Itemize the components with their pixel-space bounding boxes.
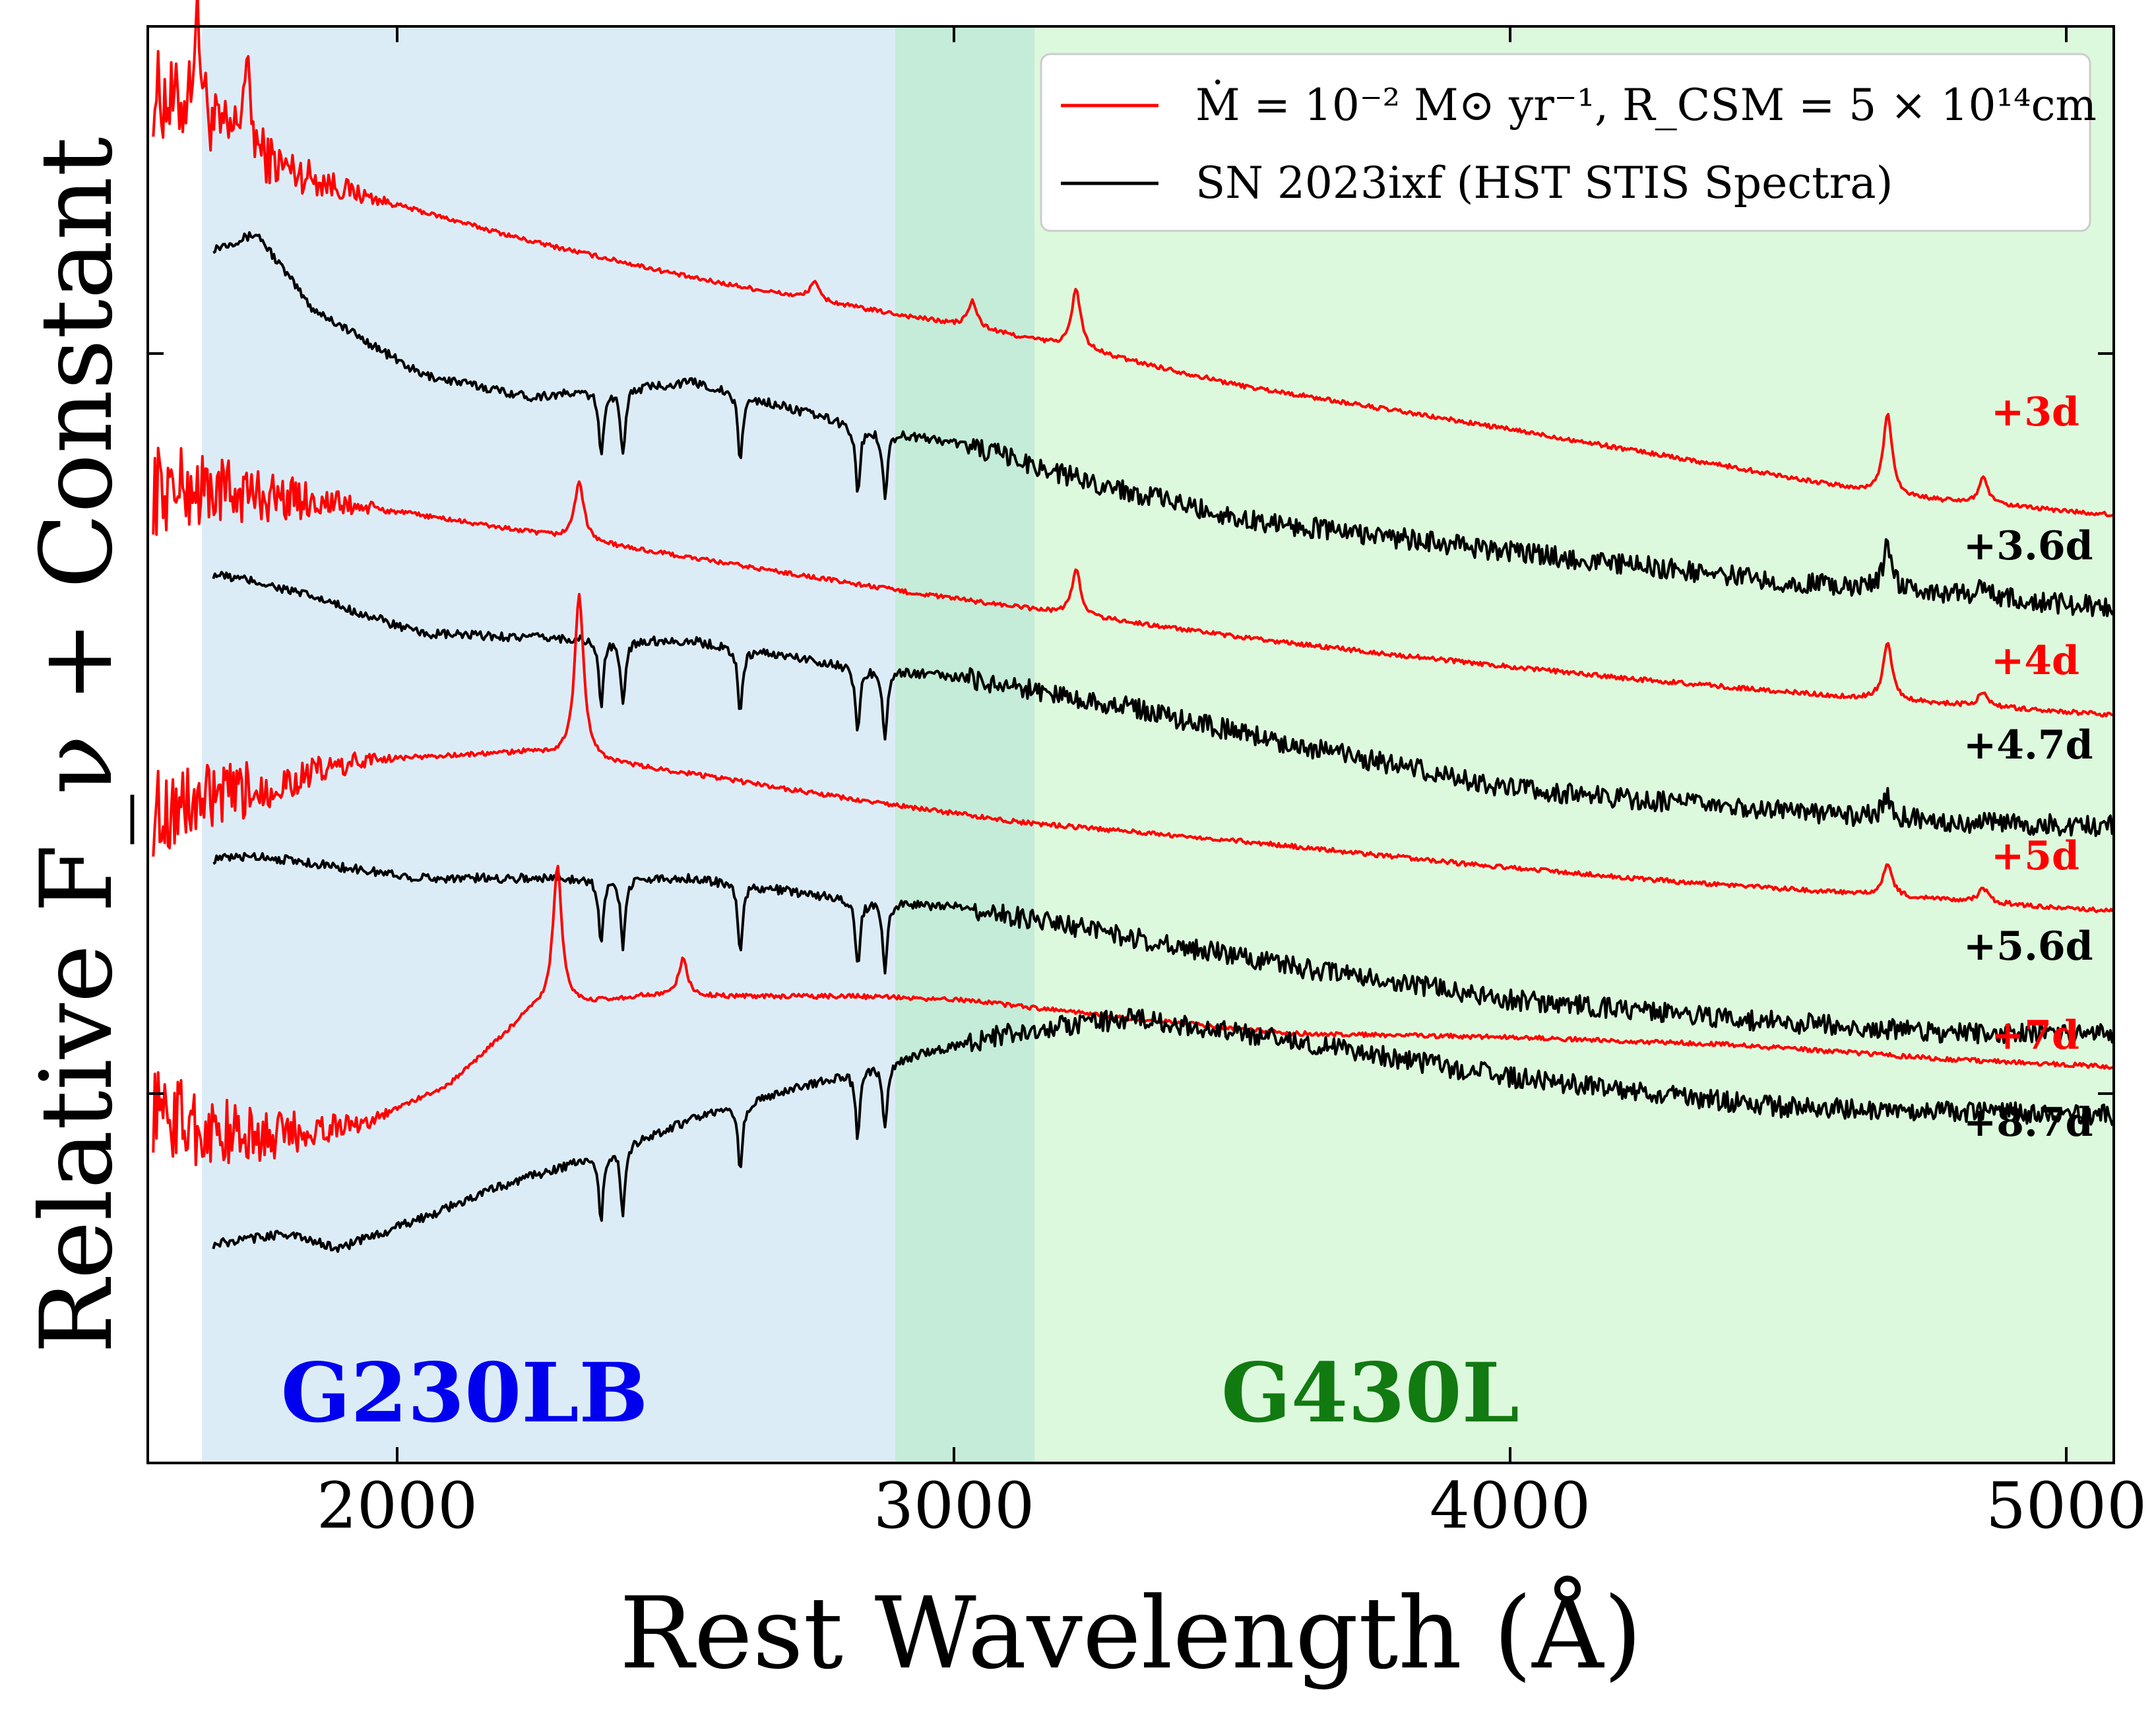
band-label-g230lb: G230LB — [281, 1346, 649, 1441]
plot-frame — [146, 25, 2115, 1464]
region-overlap — [895, 26, 1034, 1463]
epoch-label-5-6d: +5.6d — [1963, 923, 2093, 970]
x-tick-label-2000: 2000 — [317, 1469, 478, 1543]
spectrum-line-plus-5-6d — [212, 852, 2115, 1045]
spectrum-line-plus-3d — [152, 0, 2113, 518]
y-axis-title: Relative F_ν + Constant — [20, 137, 135, 1353]
x-ticks — [148, 26, 2114, 1463]
x-tick-label-4000: 4000 — [1430, 1469, 1591, 1543]
epoch-label-7d: +7d — [1991, 1012, 2079, 1059]
spectrum-line-plus-4-7d — [212, 571, 2115, 838]
spectrum-line-plus-8-7d — [212, 1008, 2115, 1253]
epoch-label-4-7d: +4.7d — [1963, 722, 2093, 768]
epoch-label-3-6d: +3.6d — [1963, 523, 2093, 569]
x-tick-label-3000: 3000 — [873, 1469, 1034, 1543]
epoch-label-4d: +4d — [1991, 638, 2079, 684]
region-g430l — [895, 26, 2114, 1463]
epoch-label-5d: +5d — [1991, 833, 2079, 879]
legend-label-model: Ṁ = 10⁻² M⊙ yr⁻¹, R_CSM = 5 × 10¹⁴cm — [1195, 80, 2097, 131]
spectrum-line-plus-3-6d — [212, 231, 2115, 617]
epoch-label-3d: +3d — [1991, 389, 2079, 435]
spectrum-line-plus-5d — [152, 592, 2114, 914]
spectra-group — [152, 0, 2115, 1253]
legend-label-observed: SN 2023ixf (HST STIS Spectra) — [1195, 158, 1893, 208]
band-label-g430l: G430L — [1221, 1346, 1519, 1441]
legend: Ṁ = 10⁻² M⊙ yr⁻¹, R_CSM = 5 × 10¹⁴cm SN … — [1040, 53, 2097, 232]
legend-box — [1040, 53, 2091, 232]
x-tick-label-5000: 5000 — [1986, 1469, 2147, 1543]
epoch-label-8-7d: +8.7d — [1963, 1100, 2093, 1146]
x-axis-title: Rest Wavelength (Å) — [619, 1575, 1642, 1691]
spectrum-line-plus-4d — [152, 447, 2114, 718]
